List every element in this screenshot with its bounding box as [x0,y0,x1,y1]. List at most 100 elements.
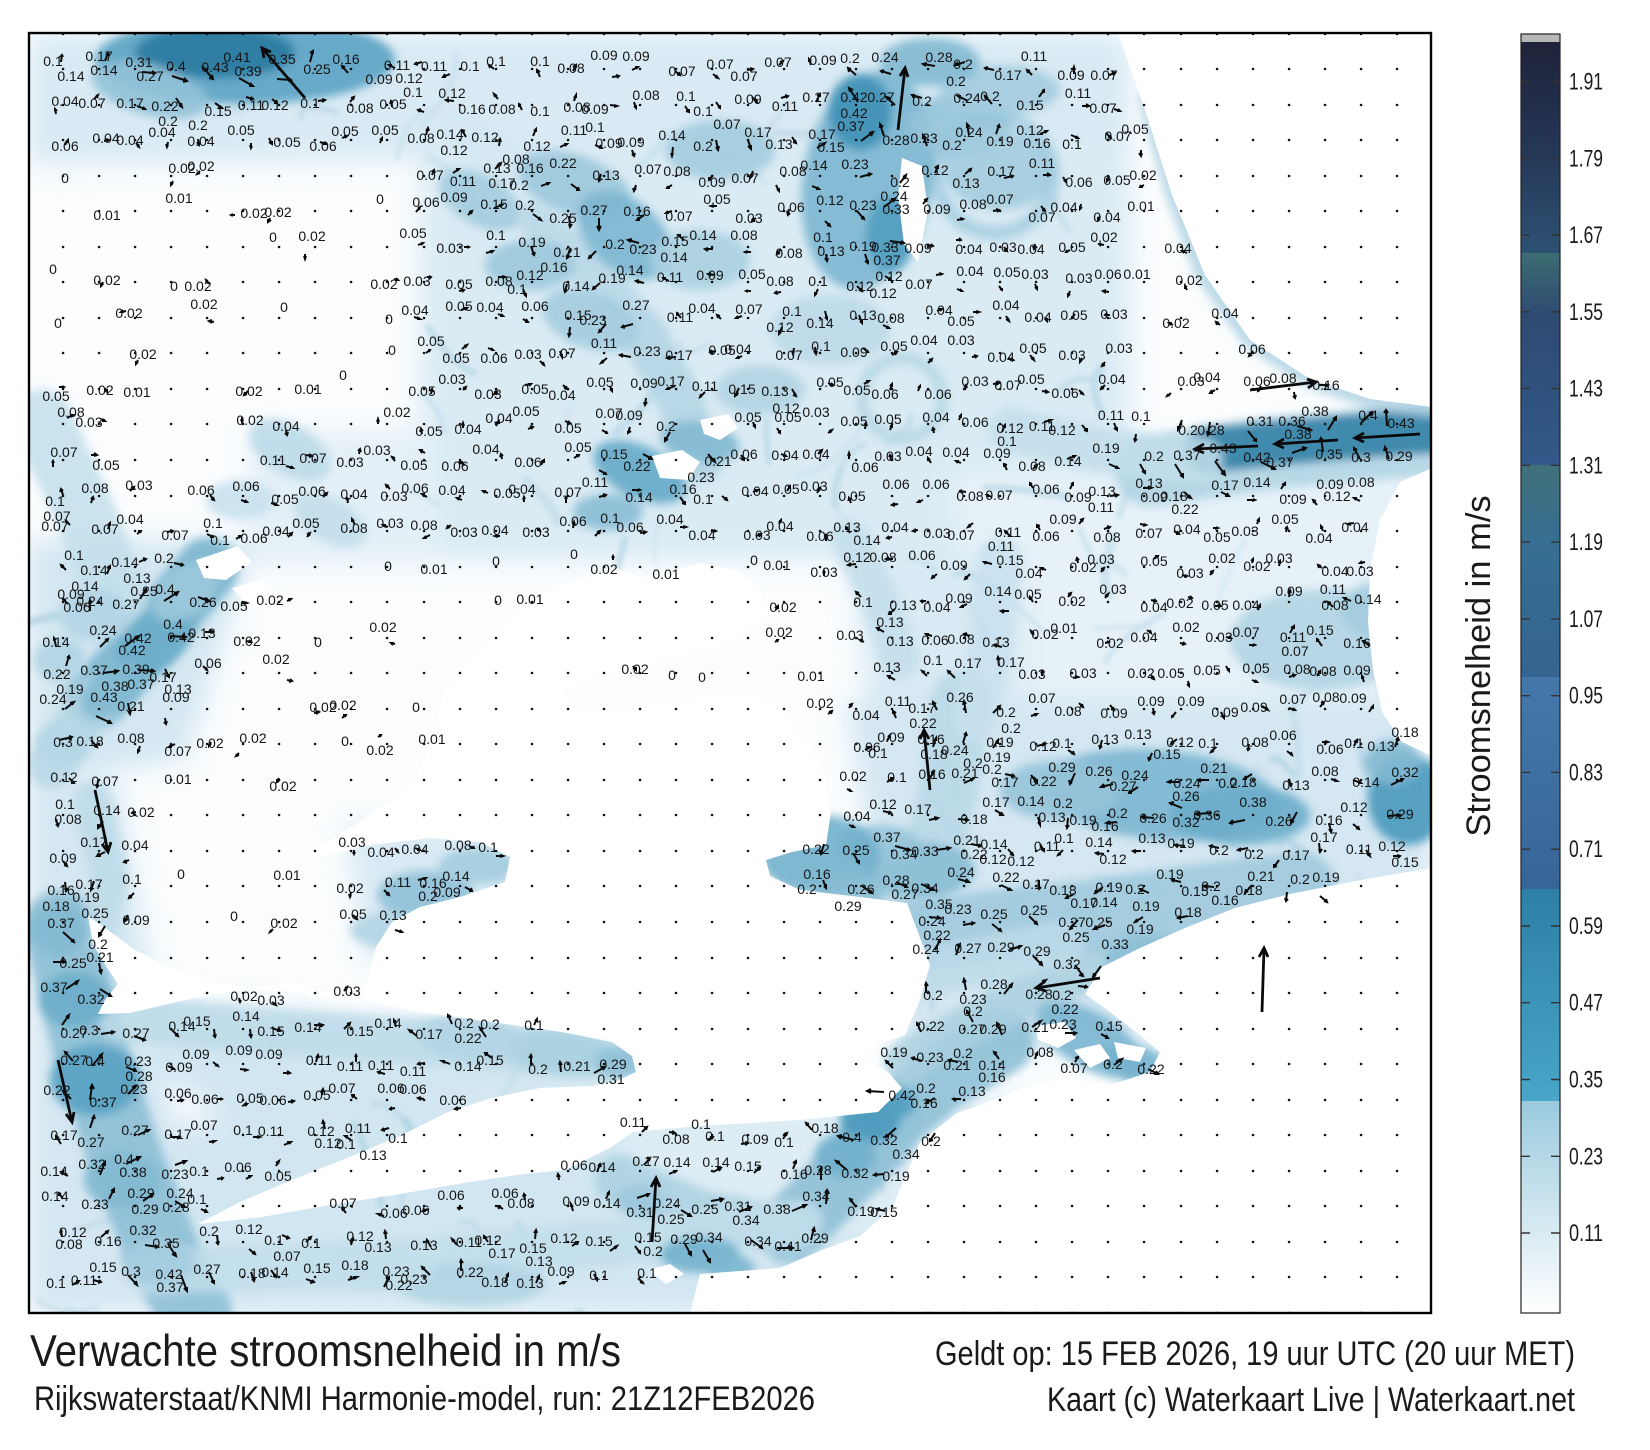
svg-text:0.04: 0.04 [1193,369,1220,385]
svg-text:0.02: 0.02 [256,592,283,608]
svg-text:0.43: 0.43 [1209,440,1236,456]
svg-text:0.11: 0.11 [582,474,608,490]
svg-text:0.15: 0.15 [817,139,844,155]
svg-text:0.11: 0.11 [885,693,911,709]
svg-text:0.05: 0.05 [1019,340,1046,356]
svg-text:0.27: 0.27 [122,1025,149,1041]
svg-text:0.04: 0.04 [802,446,829,462]
svg-text:0.14: 0.14 [978,1057,1005,1073]
svg-text:0.11: 0.11 [368,1057,394,1073]
svg-text:0.19: 0.19 [882,1168,909,1184]
svg-text:0.38: 0.38 [1284,426,1311,442]
svg-text:0.07: 0.07 [764,54,791,70]
svg-text:0.21: 0.21 [943,1057,970,1073]
svg-text:0.1: 0.1 [530,53,550,69]
svg-text:0.28: 0.28 [162,1199,189,1215]
svg-text:0.37: 0.37 [89,1094,116,1110]
svg-text:0.04: 0.04 [1017,241,1044,257]
svg-text:0.2: 0.2 [953,1045,973,1061]
svg-text:0.2: 0.2 [454,1015,474,1031]
svg-text:0.4: 0.4 [163,616,183,632]
svg-text:0.09: 0.09 [698,174,725,190]
svg-text:0.04: 0.04 [401,302,428,318]
svg-text:0.15: 0.15 [1181,883,1208,899]
svg-text:0.06: 0.06 [298,483,325,499]
svg-text:0.15: 0.15 [728,381,755,397]
svg-text:0.12: 0.12 [395,70,422,86]
svg-text:0.05: 0.05 [379,96,406,112]
svg-text:0.27: 0.27 [954,940,981,956]
svg-text:0.05: 0.05 [1121,121,1148,137]
svg-text:0.17: 0.17 [987,163,1014,179]
svg-text:0.06: 0.06 [1238,341,1265,357]
svg-text:0.07: 0.07 [1104,128,1131,144]
svg-text:0.07: 0.07 [43,508,70,524]
svg-text:0.02: 0.02 [1208,550,1235,566]
svg-text:0.2: 0.2 [199,1223,219,1239]
svg-text:0.11: 0.11 [561,122,587,138]
svg-text:0.13: 0.13 [873,659,900,675]
svg-text:0.01: 0.01 [165,190,192,206]
svg-text:0.17: 0.17 [982,794,1009,810]
svg-text:0.2: 0.2 [1290,871,1310,887]
svg-text:0.06: 0.06 [924,386,951,402]
svg-text:0.05: 0.05 [1203,529,1230,545]
svg-text:0.14: 0.14 [1090,894,1117,910]
svg-text:0.07: 0.07 [1028,209,1055,225]
svg-text:0.12: 0.12 [979,851,1006,867]
svg-text:0.09: 0.09 [581,101,608,117]
svg-text:0.3: 0.3 [1351,449,1371,465]
svg-text:0.18: 0.18 [341,1257,368,1273]
svg-text:0.21: 0.21 [1021,1019,1048,1035]
svg-text:0.09: 0.09 [1057,67,1084,83]
svg-text:0.16: 0.16 [1211,892,1238,908]
svg-text:0.2: 0.2 [515,197,535,213]
svg-text:0.26: 0.26 [847,881,874,897]
svg-text:0.08: 0.08 [959,196,986,212]
svg-text:0.18: 0.18 [960,811,987,827]
svg-text:0.15: 0.15 [519,1240,546,1256]
svg-text:0.04: 0.04 [925,302,952,318]
svg-text:0.18: 0.18 [1049,882,1076,898]
svg-text:0.27: 0.27 [580,202,607,218]
svg-text:0.22: 0.22 [43,666,70,682]
svg-text:0.16: 0.16 [458,101,485,117]
svg-text:0.05: 0.05 [947,313,974,329]
svg-text:0.15: 0.15 [634,1229,661,1245]
svg-text:0.1: 0.1 [637,1265,657,1281]
svg-text:0.23: 0.23 [916,1049,943,1065]
svg-text:0.09: 0.09 [165,1059,192,1075]
svg-text:0.14: 0.14 [93,802,120,818]
svg-text:0.2: 0.2 [946,73,966,89]
svg-text:0.22: 0.22 [960,846,987,862]
svg-text:0.13: 0.13 [849,307,876,323]
svg-text:0.32: 0.32 [78,1156,105,1172]
svg-text:0.07: 0.07 [730,68,757,84]
svg-text:0.24: 0.24 [653,1195,680,1211]
svg-text:0.23: 0.23 [910,130,937,146]
svg-text:0.09: 0.09 [923,201,950,217]
svg-text:0.08: 0.08 [956,488,983,504]
svg-text:0.24: 0.24 [953,90,980,106]
svg-text:0.1: 0.1 [585,119,605,135]
svg-text:0.02: 0.02 [769,599,796,615]
svg-text:0.07: 0.07 [328,1080,355,1096]
svg-text:0.05: 0.05 [408,383,435,399]
svg-text:0.15: 0.15 [1306,622,1333,638]
svg-text:0.03: 0.03 [836,627,863,643]
svg-text:0.09: 0.09 [547,1263,574,1279]
svg-text:0.09: 0.09 [57,586,84,602]
svg-text:0.09: 0.09 [433,884,460,900]
svg-text:0.19: 0.19 [1156,866,1183,882]
svg-text:0.08: 0.08 [1312,689,1339,705]
svg-text:0.14: 0.14 [663,1154,690,1170]
svg-text:0.12: 0.12 [438,85,465,101]
svg-text:0.04: 0.04 [741,483,768,499]
svg-text:0.13: 0.13 [765,136,792,152]
svg-text:0.15: 0.15 [1391,854,1418,870]
svg-text:0.38: 0.38 [101,678,128,694]
svg-text:0.17: 0.17 [954,655,981,671]
svg-text:0.09: 0.09 [1279,491,1306,507]
svg-text:0.27: 0.27 [60,1052,87,1068]
svg-text:0.02: 0.02 [383,404,410,420]
